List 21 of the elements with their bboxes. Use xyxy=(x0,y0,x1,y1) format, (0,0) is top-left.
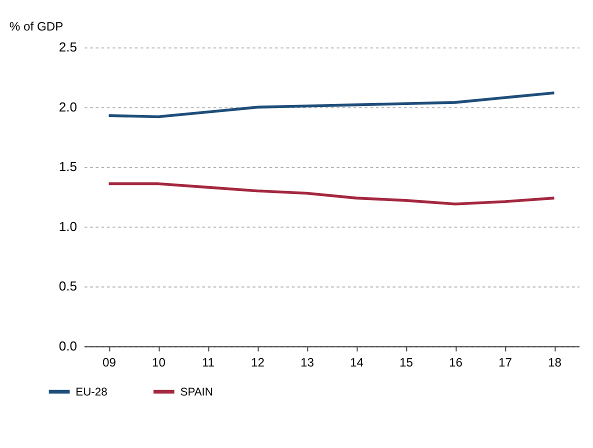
legend-label: EU-28 xyxy=(76,386,108,399)
x-tick-label: 15 xyxy=(399,355,414,370)
x-tick-label: 10 xyxy=(152,355,166,370)
x-tick-label: 11 xyxy=(202,355,215,370)
x-tick-label: 17 xyxy=(498,355,512,370)
y-tick-label: 2.0 xyxy=(58,99,78,114)
line-series xyxy=(107,182,556,206)
legend-label: SPAIN xyxy=(180,386,213,399)
y-tick-label: 0.0 xyxy=(58,338,78,354)
y-tick-label: 1.0 xyxy=(58,218,78,234)
x-tick-label: 13 xyxy=(300,355,314,370)
y-tick-label: 0.5 xyxy=(58,278,78,294)
x-tick-label: 18 xyxy=(548,355,562,370)
y-axis-title: % of GDP xyxy=(9,20,64,34)
y-tick-label: 2.5 xyxy=(58,40,78,55)
x-tick-label: 09 xyxy=(102,355,116,370)
x-tick-label: 12 xyxy=(250,355,265,370)
y-tick-label: 1.5 xyxy=(58,159,78,174)
x-tick-label: 16 xyxy=(448,355,463,370)
x-tick-label: 14 xyxy=(350,355,364,370)
line-series xyxy=(107,91,556,118)
